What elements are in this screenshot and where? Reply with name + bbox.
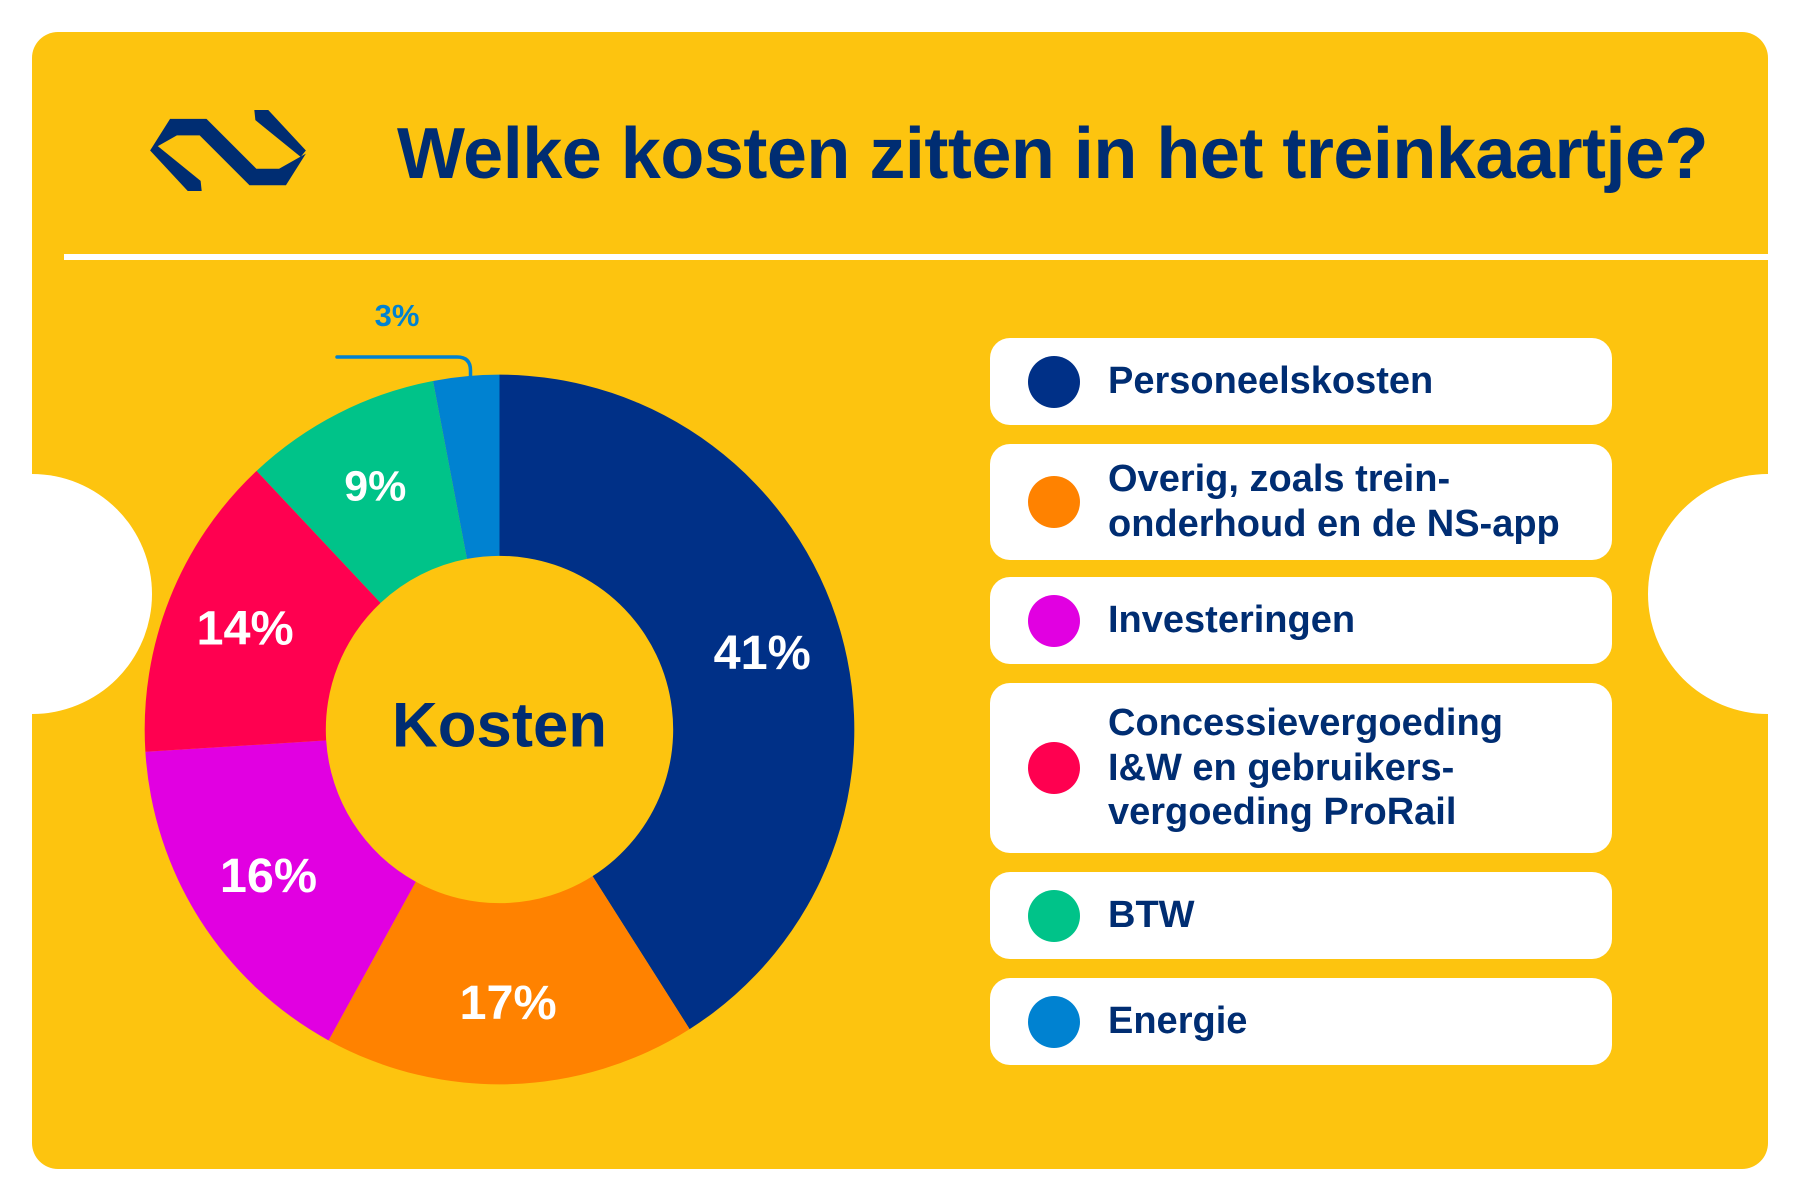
svg-text:3%: 3% [375, 298, 420, 333]
svg-text:14%: 14% [197, 602, 294, 656]
svg-text:9%: 9% [344, 463, 406, 511]
svg-text:17%: 17% [460, 976, 557, 1030]
svg-text:16%: 16% [220, 849, 317, 903]
svg-text:Kosten: Kosten [392, 690, 607, 760]
svg-text:41%: 41% [714, 626, 811, 680]
